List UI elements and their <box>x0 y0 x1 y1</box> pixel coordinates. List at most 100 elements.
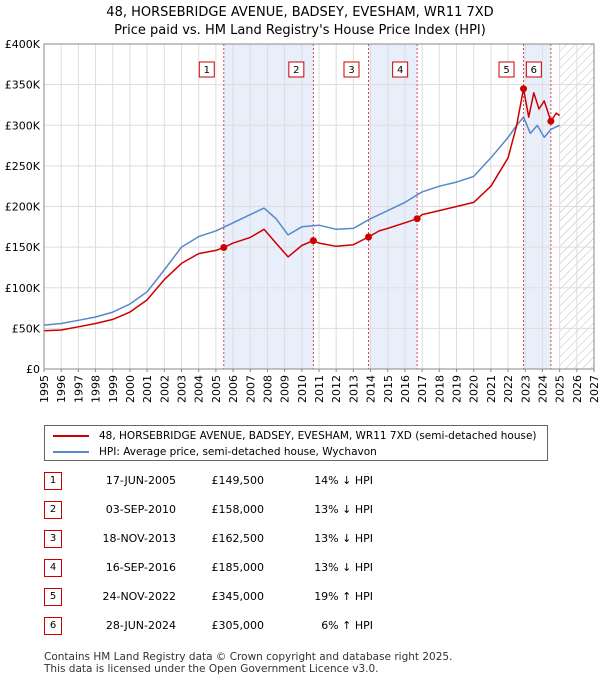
sale-point-1 <box>220 244 228 252</box>
x-tick-label-4: 1999 <box>107 375 120 403</box>
x-tick-label-32: 2027 <box>588 375 600 403</box>
x-tick-label-16: 2011 <box>313 375 326 403</box>
transaction-hpi-diff: 14% ↓ HPI <box>314 474 373 487</box>
transaction-date: 17-JUN-2005 <box>105 474 176 487</box>
transaction-hpi-diff: 13% ↓ HPI <box>314 532 373 545</box>
x-tick-label-23: 2018 <box>433 375 446 403</box>
footer-licence: This data is licensed under the Open Gov… <box>44 663 379 675</box>
y-tick-label-6: £300K <box>5 119 41 132</box>
sale-label-6: 6 <box>531 65 537 76</box>
x-tick-label-26: 2021 <box>485 375 498 403</box>
y-tick-label-8: £400K <box>5 38 41 51</box>
legend-label-hpi: HPI: Average price, semi-detached house,… <box>99 446 377 458</box>
transaction-price: £345,000 <box>211 590 265 603</box>
transaction-row-1: 1 17-JUN-2005 £149,500 14% ↓ HPI <box>44 472 564 490</box>
transaction-price: £305,000 <box>211 619 265 632</box>
sale-point-4 <box>413 215 421 223</box>
transaction-number: 3 <box>44 530 62 548</box>
x-tick-label-28: 2023 <box>519 375 532 403</box>
x-tick-label-17: 2012 <box>330 375 343 403</box>
sale-label-1: 1 <box>204 65 210 76</box>
x-tick-label-18: 2013 <box>347 375 360 403</box>
title-address: 48, HORSEBRIDGE AVENUE, BADSEY, EVESHAM,… <box>106 5 494 20</box>
y-tick-label-3: £150K <box>5 241 41 254</box>
transaction-number: 5 <box>44 588 62 606</box>
x-tick-label-0: 1995 <box>38 375 51 403</box>
title-subtitle: Price paid vs. HM Land Registry's House … <box>114 23 486 38</box>
transaction-price: £185,000 <box>211 561 265 574</box>
transaction-row-2: 2 03-SEP-2010 £158,000 13% ↓ HPI <box>44 501 564 519</box>
footer: Contains HM Land Registry data © Crown c… <box>44 651 452 675</box>
y-tick-label-2: £100K <box>5 282 41 295</box>
transaction-row-3: 3 18-NOV-2013 £162,500 13% ↓ HPI <box>44 530 564 548</box>
x-tick-label-19: 2014 <box>365 375 378 403</box>
sale-label-5: 5 <box>503 65 509 76</box>
sale-label-box-5 <box>498 61 515 78</box>
transaction-row-4: 4 16-SEP-2016 £185,000 13% ↓ HPI <box>44 559 564 577</box>
x-tick-label-9: 2004 <box>193 375 206 403</box>
transaction-hpi-diff: 6% ↑ HPI <box>321 619 373 632</box>
sale-label-box-3 <box>343 61 360 78</box>
sale-label-3: 3 <box>348 65 354 76</box>
x-tick-label-2: 1997 <box>72 375 85 403</box>
y-tick-label-4: £200K <box>5 201 41 214</box>
x-tick-label-27: 2022 <box>502 375 515 403</box>
transaction-price: £158,000 <box>211 503 265 516</box>
hpi-line <box>44 116 560 326</box>
sale-label-box-1 <box>198 61 215 78</box>
transaction-hpi-diff: 13% ↓ HPI <box>314 503 373 516</box>
sale-point-5 <box>520 85 528 93</box>
legend-item-hpi: HPI: Average price, semi-detached house,… <box>53 444 377 460</box>
chart-title: 48, HORSEBRIDGE AVENUE, BADSEY, EVESHAM,… <box>0 4 600 40</box>
transaction-hpi-diff: 19% ↑ HPI <box>314 590 373 603</box>
x-tick-label-21: 2016 <box>399 375 412 403</box>
transaction-row-6: 6 28-JUN-2024 £305,000 6% ↑ HPI <box>44 617 564 635</box>
x-tick-label-13: 2008 <box>261 375 274 403</box>
transaction-date: 28-JUN-2024 <box>105 619 176 632</box>
x-tick-label-10: 2005 <box>210 375 223 403</box>
transaction-date: 24-NOV-2022 <box>102 590 176 603</box>
legend-swatch-hpi <box>53 451 89 453</box>
x-tick-label-15: 2010 <box>296 375 309 403</box>
x-tick-label-30: 2025 <box>554 375 567 403</box>
transaction-number: 4 <box>44 559 62 577</box>
transaction-price: £162,500 <box>211 532 265 545</box>
sale-label-box-2 <box>288 61 305 78</box>
sale-point-3 <box>365 233 372 241</box>
y-tick-label-5: £250K <box>5 160 41 173</box>
x-tick-label-29: 2024 <box>536 375 549 403</box>
transaction-date: 18-NOV-2013 <box>102 532 176 545</box>
y-tick-label-0: £0 <box>26 363 40 376</box>
x-tick-label-11: 2006 <box>227 375 240 403</box>
transaction-date: 16-SEP-2016 <box>105 561 176 574</box>
x-tick-label-31: 2026 <box>571 375 584 403</box>
property-price-line <box>44 87 561 332</box>
x-tick-label-12: 2007 <box>244 375 257 403</box>
transaction-number: 6 <box>44 617 62 635</box>
legend-swatch-property <box>53 435 89 437</box>
sale-label-2: 2 <box>293 65 299 76</box>
transaction-number: 1 <box>44 472 62 490</box>
x-tick-label-7: 2002 <box>158 375 171 403</box>
y-tick-label-1: £50K <box>12 322 41 335</box>
sale-label-box-4 <box>392 61 409 78</box>
x-tick-label-8: 2003 <box>176 375 189 403</box>
x-tick-label-20: 2015 <box>382 375 395 403</box>
sale-point-2 <box>309 237 317 245</box>
legend-label-property: 48, HORSEBRIDGE AVENUE, BADSEY, EVESHAM,… <box>99 430 537 442</box>
transaction-price: £149,500 <box>211 474 265 487</box>
transaction-date: 03-SEP-2010 <box>105 503 176 516</box>
price-chart: 1 2 3 4 5 6 £0 £50K £100K £150K £200K £250K £300K £3… <box>5 38 600 403</box>
x-tick-label-5: 2000 <box>124 375 137 403</box>
chart-legend: 48, HORSEBRIDGE AVENUE, BADSEY, EVESHAM,… <box>44 425 548 461</box>
transaction-row-5: 5 24-NOV-2022 £345,000 19% ↑ HPI <box>44 588 564 606</box>
x-tick-label-25: 2020 <box>468 375 481 403</box>
x-tick-label-3: 1998 <box>90 375 103 403</box>
y-tick-label-7: £350K <box>5 79 41 92</box>
x-tick-label-1: 1996 <box>55 375 68 403</box>
sale-point-6 <box>547 117 555 125</box>
sale-label-box-6 <box>525 61 542 78</box>
x-tick-label-24: 2019 <box>451 375 464 403</box>
transaction-hpi-diff: 13% ↓ HPI <box>314 561 373 574</box>
x-tick-label-22: 2017 <box>416 375 429 403</box>
